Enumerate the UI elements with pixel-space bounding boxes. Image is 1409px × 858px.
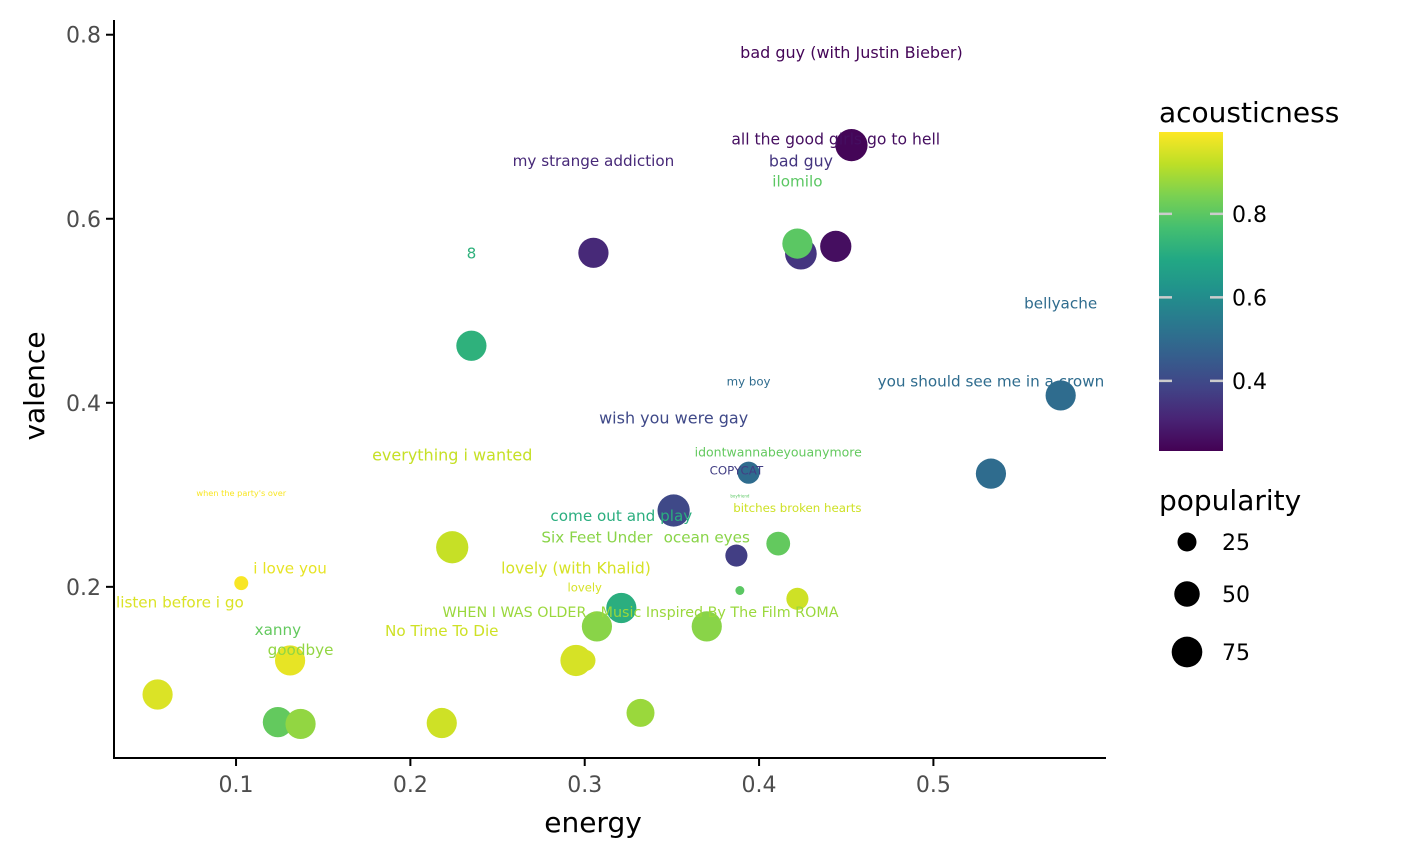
size-legend-item: 50 [1174, 581, 1250, 608]
data-point [234, 576, 249, 591]
point-label: bad guy (with Justin Bieber) [740, 43, 963, 62]
point-label: my strange addiction [513, 152, 675, 170]
data-point [657, 494, 690, 527]
data-point [285, 708, 316, 740]
point-label: you should see me in a crown [878, 373, 1105, 391]
point-label: ilomilo [772, 173, 822, 191]
size-legend: popularity 25 50 75 [1159, 484, 1301, 668]
point-label: wish you were gay [599, 408, 748, 427]
size-legend-label: 25 [1222, 531, 1250, 556]
data-point [626, 698, 655, 727]
point-label: Six Feet Under [541, 528, 653, 546]
data-point [262, 707, 293, 738]
point-label: COPYCAT [710, 464, 764, 478]
point-label: all the good girls go to hell [731, 130, 940, 148]
data-point [274, 645, 306, 676]
point-label: bellyache [1024, 294, 1097, 312]
point-label: WHEN I WAS OLDER - Music Inspired By The… [443, 605, 839, 621]
point-label: ocean eyes [664, 528, 750, 546]
data-point [560, 644, 592, 677]
data-point [436, 531, 469, 564]
data-point [725, 544, 748, 567]
colorbar-tick-label: 0.8 [1232, 203, 1267, 228]
data-point [820, 230, 852, 262]
colorbar-tick-label: 0.4 [1232, 370, 1267, 395]
point-label: No Time To Die [385, 622, 499, 640]
data-point [766, 531, 791, 556]
color-legend: acousticness 0.4 0.6 0.8 [1159, 96, 1339, 451]
point-label: bad guy [769, 152, 833, 171]
x-tick-label: 0.3 [567, 773, 602, 798]
data-point [835, 129, 868, 162]
data-point [786, 587, 809, 610]
point-label: idontwannabeyouanymore [695, 445, 863, 460]
points-layer [142, 129, 1076, 740]
x-axis-title: energy [544, 806, 642, 839]
point-label: my boy [727, 375, 771, 389]
data-point [426, 707, 457, 739]
data-point [975, 458, 1007, 489]
point-label: lovely (with Khalid) [501, 559, 651, 577]
x-tick-label: 0.1 [219, 773, 254, 798]
data-point [578, 237, 609, 268]
x-tick-label: 0.5 [916, 773, 951, 798]
data-point [782, 228, 813, 259]
size-legend-label: 50 [1222, 583, 1250, 608]
size-legend-marker [1177, 532, 1197, 552]
data-point [142, 679, 173, 710]
y-tick-label: 0.4 [66, 392, 101, 417]
data-point [737, 461, 760, 484]
size-legend-item: 75 [1171, 636, 1250, 668]
colorbar-tick-label: 0.6 [1232, 286, 1267, 311]
point-label: xanny [255, 621, 302, 639]
data-point [735, 586, 745, 595]
y-tick-label: 0.2 [66, 576, 101, 601]
point-label: come out and play [550, 507, 692, 525]
data-point [606, 592, 637, 624]
point-label: goodbye [268, 641, 334, 659]
point-label: everything i wanted [372, 445, 532, 464]
x-axis-ticks: 0.1 0.2 0.3 0.4 0.5 [219, 758, 951, 798]
point-labels-layer: bad guy (with Justin Bieber) wish you wer… [116, 43, 1104, 659]
size-legend-title: popularity [1159, 484, 1301, 517]
point-label: listen before i go [116, 593, 244, 611]
point-label: i love you [253, 559, 327, 577]
data-point [1045, 380, 1076, 411]
colorbar-ticks: 0.4 0.6 0.8 [1159, 203, 1267, 395]
size-legend-marker [1171, 636, 1203, 668]
colorbar [1159, 132, 1223, 451]
x-tick-label: 0.2 [393, 773, 428, 798]
data-point [581, 611, 613, 642]
y-tick-label: 0.8 [66, 24, 101, 49]
point-label: when the party's over [196, 488, 286, 498]
color-legend-title: acousticness [1159, 96, 1339, 129]
data-point [456, 330, 487, 361]
y-axis-ticks: 0.2 0.4 0.6 0.8 [66, 24, 114, 601]
point-label: lovely [568, 580, 603, 594]
y-tick-label: 0.6 [66, 208, 101, 233]
size-legend-item: 25 [1177, 531, 1250, 556]
x-tick-label: 0.4 [742, 773, 777, 798]
data-point [691, 611, 722, 642]
point-label: boyfriend [730, 494, 750, 499]
point-label: 8 [467, 245, 477, 263]
point-label: bitches broken hearts [733, 501, 861, 515]
y-axis-title: valence [18, 331, 51, 440]
size-legend-marker [1174, 581, 1200, 607]
size-legend-label: 75 [1222, 641, 1250, 666]
